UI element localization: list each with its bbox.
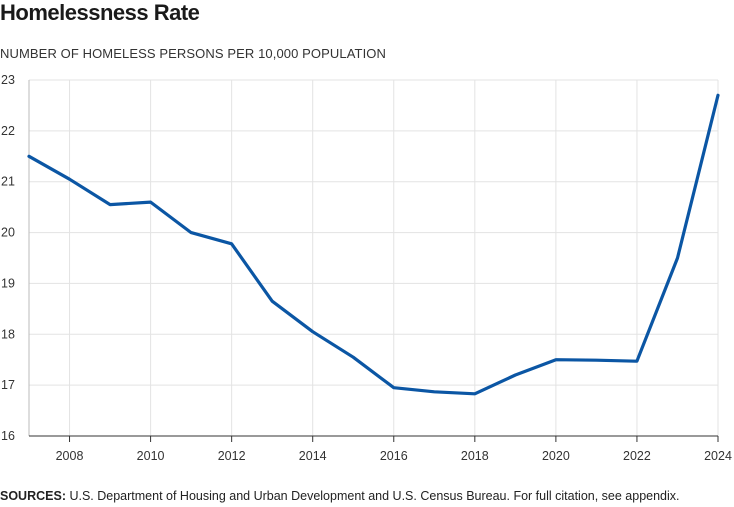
y-tick-label: 18 (1, 327, 15, 341)
x-tick-label: 2016 (380, 449, 408, 463)
sources-label: SOURCES: (0, 489, 66, 503)
x-tick-label: 2018 (461, 449, 489, 463)
y-axis-label: NUMBER OF HOMELESS PERSONS PER 10,000 PO… (0, 46, 386, 61)
x-tick-label: 2012 (218, 449, 246, 463)
x-tick-label: 2022 (623, 449, 651, 463)
line-chart: 16 17 18 19 20 21 22 23 2008 2010 2012 2014 2016 201… (1, 73, 732, 463)
grid-lines (28, 79, 719, 442)
y-tick-label: 17 (1, 378, 15, 392)
y-tick-label: 22 (1, 124, 15, 138)
x-tick-label: 2020 (542, 449, 570, 463)
y-tick-label: 16 (1, 429, 15, 443)
y-tick-label: 21 (1, 175, 15, 189)
x-tick-label: 2024 (704, 449, 732, 463)
x-tick-label: 2008 (56, 449, 84, 463)
y-tick-label: 19 (1, 276, 15, 290)
y-tick-label: 23 (1, 73, 15, 87)
x-tick-labels: 2008 2010 2012 2014 2016 2018 2020 2022 2024 (56, 449, 732, 463)
series-layer (27, 93, 720, 396)
sources-note: SOURCES: U.S. Department of Housing and … (0, 489, 680, 503)
y-tick-label: 20 (1, 226, 15, 240)
x-tick-label: 2014 (299, 449, 327, 463)
chart-title: Homelessness Rate (0, 0, 200, 25)
y-tick-labels: 16 17 18 19 20 21 22 23 (1, 73, 15, 443)
series-line (27, 93, 720, 396)
sources-text: U.S. Department of Housing and Urban Dev… (65, 489, 680, 503)
x-tick-label: 2010 (137, 449, 165, 463)
